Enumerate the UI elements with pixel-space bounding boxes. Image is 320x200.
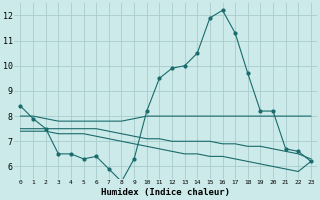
X-axis label: Humidex (Indice chaleur): Humidex (Indice chaleur): [101, 188, 230, 197]
